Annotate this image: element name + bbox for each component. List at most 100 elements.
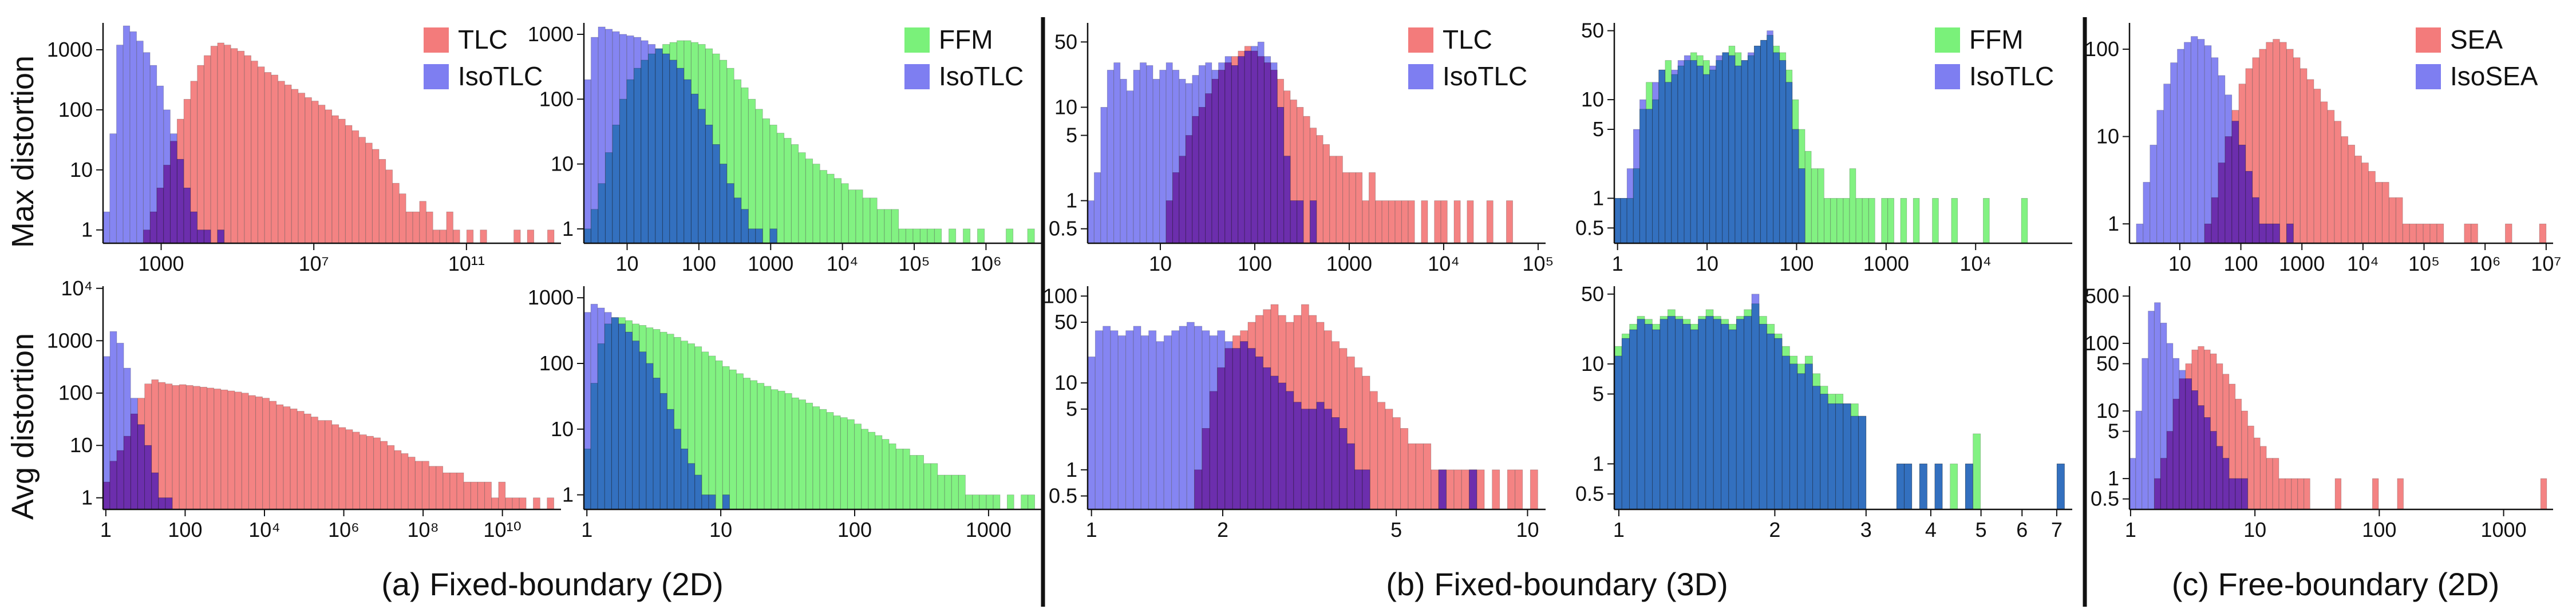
bar-ffm-34: [819, 409, 827, 510]
y-tick-label: 10: [70, 158, 93, 181]
bar-tlc-46: [422, 461, 429, 510]
y-tick-label: 100: [2085, 331, 2119, 355]
x-tick-label: 10¹¹: [448, 252, 485, 275]
y-tick-label: 100: [58, 381, 93, 405]
bar-ffm-59: [993, 495, 1001, 510]
bar-isosea-8: [2184, 42, 2191, 244]
bar-isosea-10: [2197, 39, 2205, 244]
panels: 1000 10⁷ 10¹¹ 1 10 100 1000 TLC IsoTLC 1 100 10⁴ 10⁶…: [47, 19, 2561, 541]
x-tick-label: 10⁷: [2531, 252, 2561, 275]
bar-ffm-42: [1881, 198, 1888, 244]
bar-overlap-34: [1310, 200, 1317, 244]
bar-tlc-41: [387, 445, 395, 510]
y-tick-label: 50: [1581, 282, 1604, 306]
panel-b-avg-2: 1 2 3 4 5 6 7 0.5 1 5 10 50: [1575, 282, 2072, 541]
bar-overlap-12: [1690, 60, 1697, 244]
bar-overlap-12: [1165, 200, 1173, 244]
bar-overlap-25: [1804, 363, 1813, 510]
x-tick-label: 10⁴: [2347, 252, 2379, 275]
bar-tlc-14: [197, 65, 204, 244]
bar-overlap-5: [1652, 329, 1661, 510]
bar-overlap-8: [156, 187, 164, 244]
bar-sea-20: [2266, 42, 2273, 244]
x-tick-label: 10⁵: [2408, 252, 2440, 275]
bar-overlap-27: [1820, 393, 1828, 510]
bar-tlc-47: [1446, 469, 1455, 510]
bar-overlap-11: [1698, 319, 1706, 510]
bar-sea-23: [2286, 49, 2294, 244]
bar-overlap-31: [1323, 409, 1332, 510]
bar-overlap-7: [634, 68, 642, 244]
bar-tlc-48: [436, 466, 444, 510]
bar-overlap-6: [625, 331, 633, 510]
bar-overlap-2: [597, 343, 605, 510]
bar-overlap-1: [109, 461, 117, 510]
bar-ffm-45: [1900, 198, 1907, 244]
bar-tlc-49: [433, 230, 440, 244]
bar-ffm-45: [896, 448, 903, 510]
bar-isotlc-7: [1140, 335, 1149, 510]
bar-isotlc-0: [1087, 200, 1095, 244]
bar-sea-24: [2293, 57, 2301, 244]
bar-ffm-35: [834, 178, 842, 244]
bar-ffm-46: [903, 448, 910, 510]
bar-overlap-5: [137, 424, 145, 510]
bar-ffm-62: [1027, 228, 1035, 244]
bar-overlap-9: [165, 497, 173, 510]
bar-ffm-49: [923, 463, 931, 510]
bar-overlap-21: [1747, 55, 1755, 244]
y-tick-label: 1: [562, 217, 574, 240]
bar-overlap-16: [694, 474, 702, 510]
bar-tlc-33: [1303, 116, 1310, 244]
x-tick-label: 10: [709, 518, 732, 541]
bar-tlc-42: [394, 450, 402, 510]
bar-overlap-5: [618, 323, 626, 510]
x-tick-label: 1000: [2279, 252, 2325, 275]
bar-sea-27: [2297, 478, 2304, 510]
bar-ffm-55: [977, 228, 985, 244]
bar-overlap-26: [769, 228, 777, 244]
bar-tlc-42: [1362, 200, 1369, 244]
bar-tlc-55: [484, 481, 492, 510]
bar-isotlc-3: [123, 25, 131, 244]
bar-overlap-29: [1835, 403, 1844, 510]
y-tick-label: 1000: [528, 22, 574, 46]
bar-ffm-38: [855, 189, 863, 244]
bar-overlap-36: [1362, 469, 1370, 510]
bar-overlap-6: [1652, 99, 1659, 244]
bar-ffm-28: [777, 390, 785, 510]
x-tick-label: 10⁵: [899, 252, 930, 275]
bar-overlap-22: [741, 209, 749, 244]
x-tick-label: 10⁷: [299, 252, 329, 275]
bar-isotlc-13: [1186, 322, 1195, 510]
bar-isosea-4: [2156, 110, 2164, 244]
bar-overlap-21: [1247, 348, 1256, 510]
bar-overlap-15: [688, 463, 696, 510]
bar-isotlc-4: [1113, 62, 1121, 244]
bar-overlap-5: [1646, 109, 1653, 244]
bar-overlap-15: [1186, 135, 1192, 244]
bar-ffm-53: [963, 228, 971, 244]
bar-tlc-58: [505, 497, 513, 510]
bar-overlap-13: [2218, 163, 2226, 244]
y-tick-label: 5: [1593, 382, 1604, 405]
bar-overlap-20: [2266, 223, 2273, 244]
bar-tlc-8: [158, 382, 166, 510]
bar-ffm-53: [1951, 198, 1958, 244]
bar-tlc-18: [227, 390, 235, 510]
bar-overlap-46: [1438, 469, 1447, 510]
bar-tlc-56: [491, 497, 499, 510]
bar-overlap-42: [1934, 464, 1943, 510]
panel-c-max: 10 100 1000 10⁴ 10⁵ 10⁶ 10⁷ 1 10 100 SEA IsoSEA: [2085, 23, 2561, 275]
bar-tlc-54: [477, 481, 485, 510]
bar-overlap-15: [1202, 428, 1210, 510]
bar-sea-31: [2341, 136, 2349, 244]
x-tick-label: 10⁸: [407, 518, 438, 541]
bar-overlap-22: [1255, 356, 1263, 510]
bar-sea-26: [2291, 478, 2298, 510]
bar-isotlc-0: [583, 79, 591, 244]
bar-overlap-6: [143, 230, 151, 244]
y-tick-label: 5: [2108, 420, 2119, 443]
x-tick-label: 1: [1612, 252, 1623, 275]
